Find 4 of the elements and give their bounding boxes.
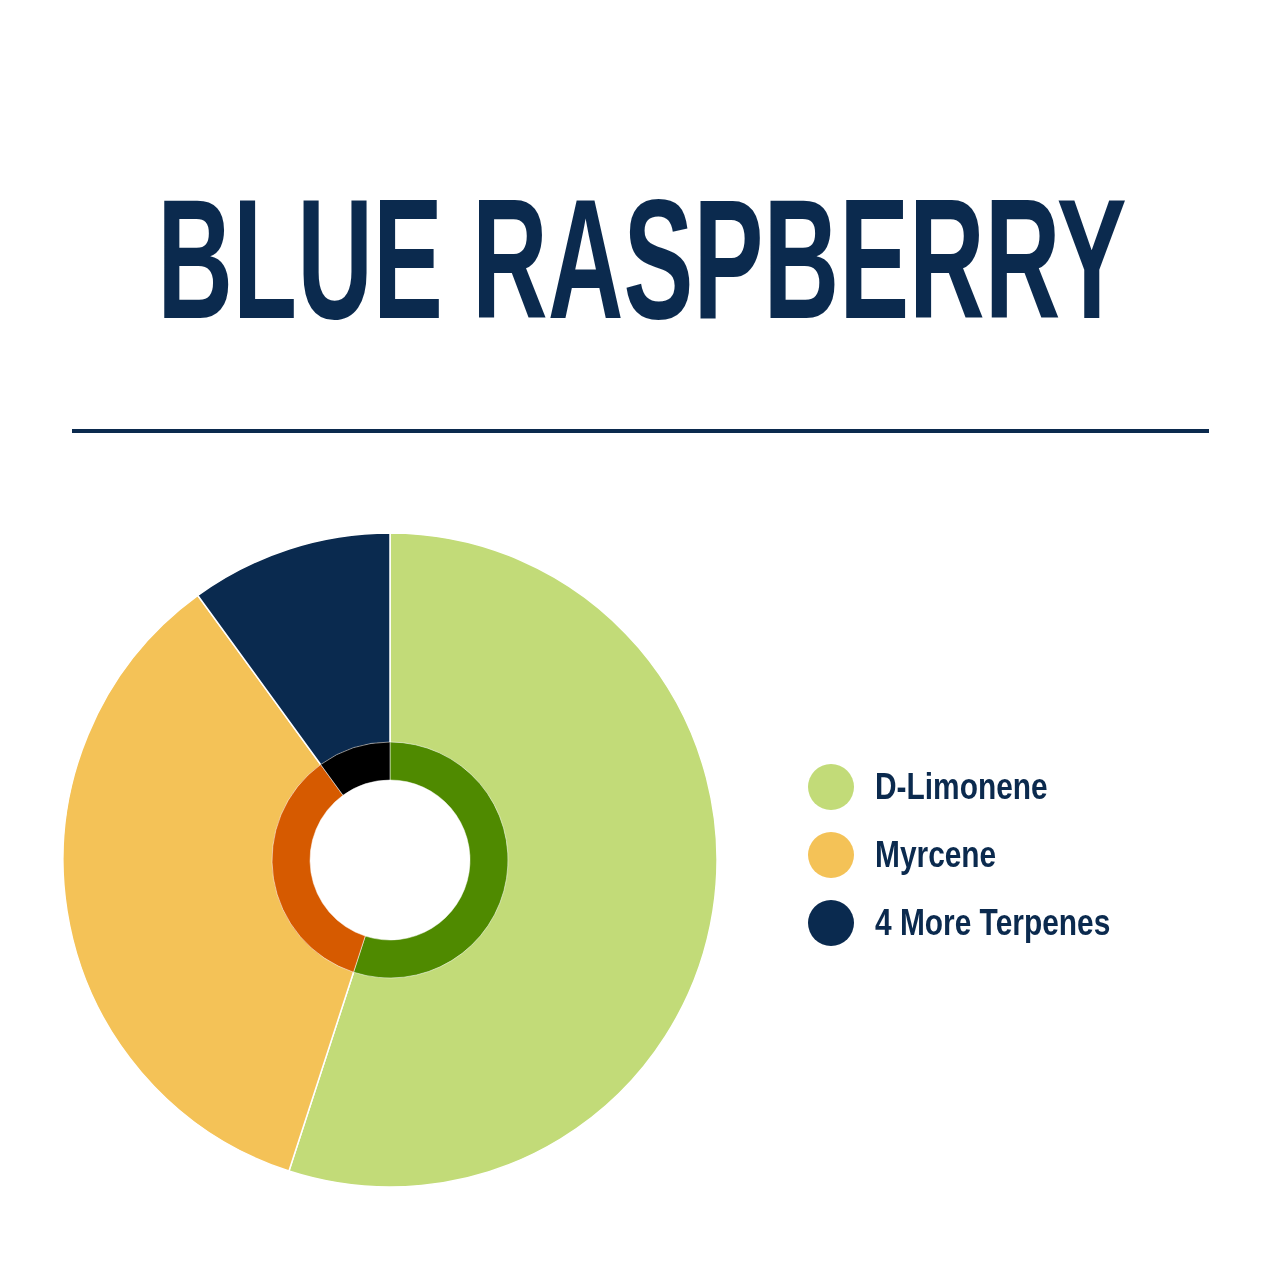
legend-label: D-Limonene [875, 765, 1048, 809]
chart-title: BLUE RASPBERRY [157, 163, 1127, 355]
legend-label: Myrcene [875, 833, 997, 877]
legend-label: 4 More Terpenes [875, 901, 1111, 945]
